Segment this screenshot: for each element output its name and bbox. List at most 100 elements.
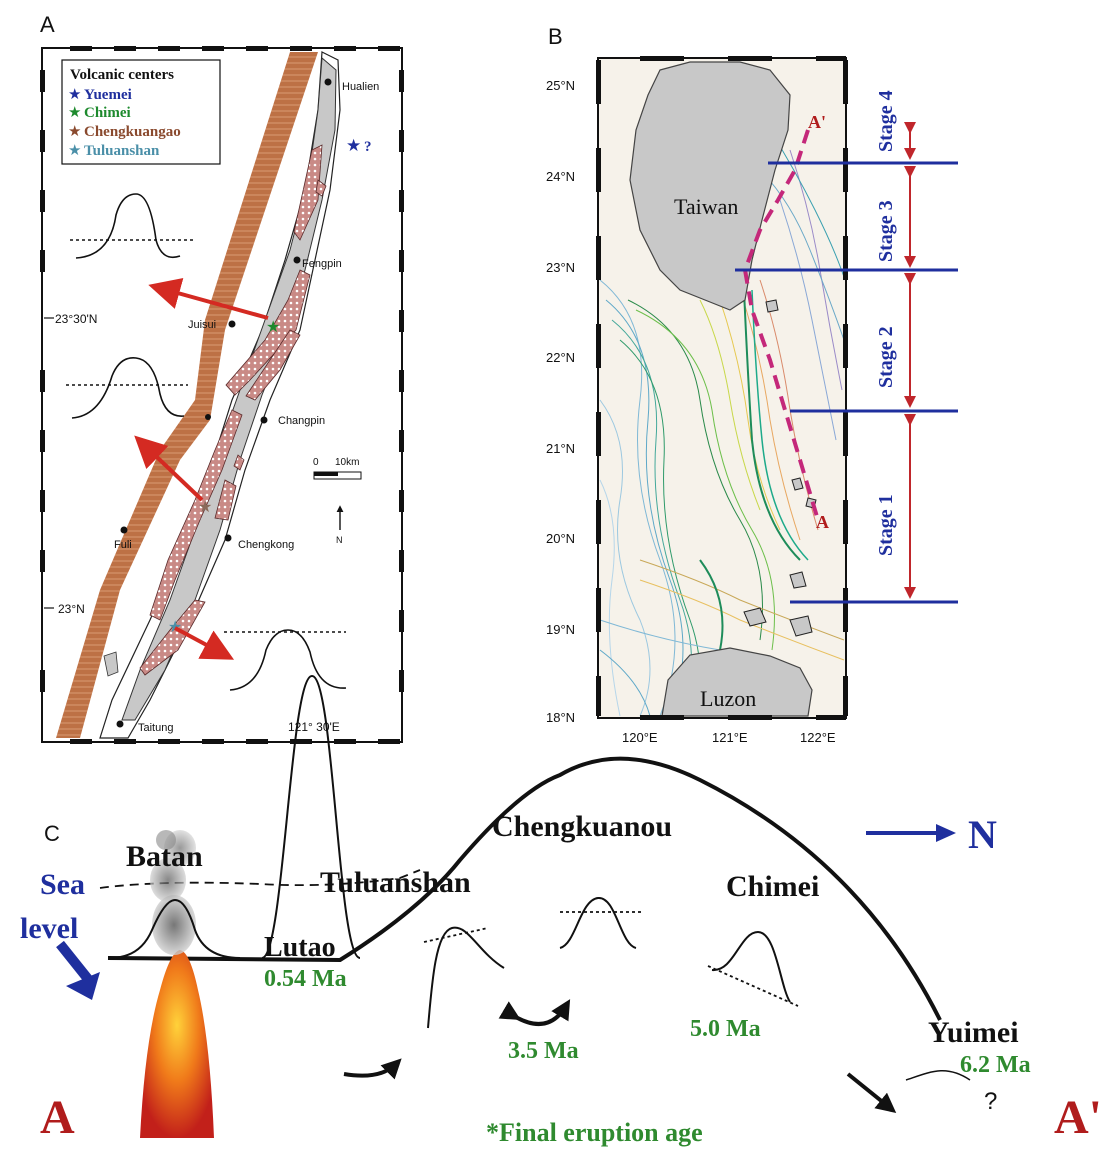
lat-labels-b: 25°N 24°N 23°N 22°N 21°N 20°N 19°N 18°N <box>546 78 575 725</box>
panel-letter-a: A <box>40 12 55 37</box>
scale-zero: 0 <box>313 457 319 468</box>
star-icon: ★ <box>266 319 280 336</box>
legend-item-yuemei: Yuemei <box>84 87 132 103</box>
label-a: A <box>816 512 829 532</box>
legend-box-a <box>61 59 221 165</box>
panel-c: C <box>20 674 997 1138</box>
panel-letter-b: B <box>548 24 563 49</box>
star-icon: ★ <box>68 123 81 140</box>
label-a-prime: A' <box>808 112 826 132</box>
label-tuluanshan: Tuluanshan <box>320 866 471 899</box>
legend-item-chimei: Chimei <box>84 105 131 121</box>
map-border-ticks-b <box>596 56 848 720</box>
volcanic-unit <box>293 144 323 241</box>
lon-label: 120°E <box>622 730 658 745</box>
panel-letter-c: C <box>44 821 60 846</box>
lava-body <box>140 950 214 1138</box>
chimei-dotted <box>707 965 799 1007</box>
yuimei-outline <box>905 1070 971 1081</box>
islet <box>103 651 119 677</box>
lat-label-23: 23°N <box>58 602 85 616</box>
stage-label-1: Stage 1 <box>875 494 897 556</box>
label-luzon: Luzon <box>700 686 756 711</box>
luzon-landmass <box>661 647 813 717</box>
arrow-chimei <box>148 277 269 320</box>
lat-label: 21°N <box>546 441 575 456</box>
star-icon: ★ <box>68 104 81 121</box>
profile-sketch-chimei <box>70 193 193 259</box>
tuluanshan-outline <box>427 926 505 1029</box>
town-marker <box>120 526 128 534</box>
lon-labels-b: 120°E 121°E 122°E <box>622 730 836 745</box>
town-marker <box>205 414 211 420</box>
island <box>743 607 767 627</box>
island <box>791 477 804 491</box>
volcanic-unit <box>139 599 206 676</box>
taiwan-landmass <box>629 61 791 311</box>
volcanic-unit <box>233 454 245 471</box>
map-border-ticks-a <box>40 46 404 744</box>
label-level: level <box>20 912 78 945</box>
volcanic-unit <box>149 409 243 621</box>
label-sea: Sea <box>40 868 85 901</box>
town-juisui: Juisui <box>188 319 216 331</box>
lon-label: 122°E <box>800 730 836 745</box>
town-chengkong: Chengkong <box>238 539 294 551</box>
lat-label: 19°N <box>546 622 575 637</box>
town-marker <box>293 256 301 264</box>
island <box>765 299 779 313</box>
north-arrow-icon <box>936 824 956 842</box>
ridge-profile <box>107 756 942 1021</box>
label-chengkuanou: Chengkuanou <box>492 810 672 843</box>
town-marker <box>228 320 236 328</box>
lon-label: 121°E <box>712 730 748 745</box>
label-north: N <box>968 812 997 857</box>
legend-title: Volcanic centers <box>70 67 174 83</box>
scale-bar-fill <box>314 472 338 476</box>
lat-label: 22°N <box>546 350 575 365</box>
plume <box>156 830 176 850</box>
lat-label: 20°N <box>546 531 575 546</box>
plume <box>150 858 186 902</box>
volcanic-unit <box>214 479 237 521</box>
town-marker <box>260 416 268 424</box>
plume <box>152 895 196 955</box>
sea-level-arrow-head <box>66 972 100 1000</box>
town-taitung: Taitung <box>138 722 173 734</box>
stage-label-4: Stage 4 <box>875 90 897 152</box>
arrow-down-right <box>846 1072 897 1114</box>
volcanic-unit <box>245 329 301 401</box>
north-label: N <box>336 535 343 545</box>
legend-item-tuluanshan: Tuluanshan <box>84 143 160 159</box>
star-icon: ★ <box>168 619 182 636</box>
star-icon: ★ <box>198 499 212 516</box>
island <box>789 615 813 637</box>
volcanic-unit <box>315 179 327 197</box>
chengkuanou-outline <box>559 896 637 949</box>
profile-sketch-tuluanshan <box>224 629 347 691</box>
island <box>789 571 807 589</box>
lat-label: 18°N <box>546 710 575 725</box>
tuluanshan-dotted <box>423 927 489 943</box>
town-marker <box>116 720 124 728</box>
stage-label-2: Stage 2 <box>875 326 897 388</box>
batan-volcano <box>109 830 241 1138</box>
legend-item-chengkuangao: Chengkuangao <box>84 124 181 140</box>
lat-label: 24°N <box>546 169 575 184</box>
town-fengpin: Fengpin <box>302 258 342 270</box>
town-fuli: Fuli <box>114 539 132 551</box>
town-marker <box>324 78 332 86</box>
arrow-curve-left <box>343 1058 402 1080</box>
chimei-outline <box>711 930 791 1003</box>
batan-outline <box>109 898 241 959</box>
town-hualien: Hualien <box>342 81 379 93</box>
lutao-outline <box>261 674 361 959</box>
star-icon: ★ <box>346 136 361 155</box>
label-batan: Batan <box>126 840 203 873</box>
label-chimei: Chimei <box>726 870 819 903</box>
stage-label-3: Stage 3 <box>875 200 897 262</box>
lat-label-2330: 23°30'N <box>55 312 97 326</box>
profile-sketch-chengkuangao <box>66 357 188 419</box>
town-marker <box>224 534 232 542</box>
